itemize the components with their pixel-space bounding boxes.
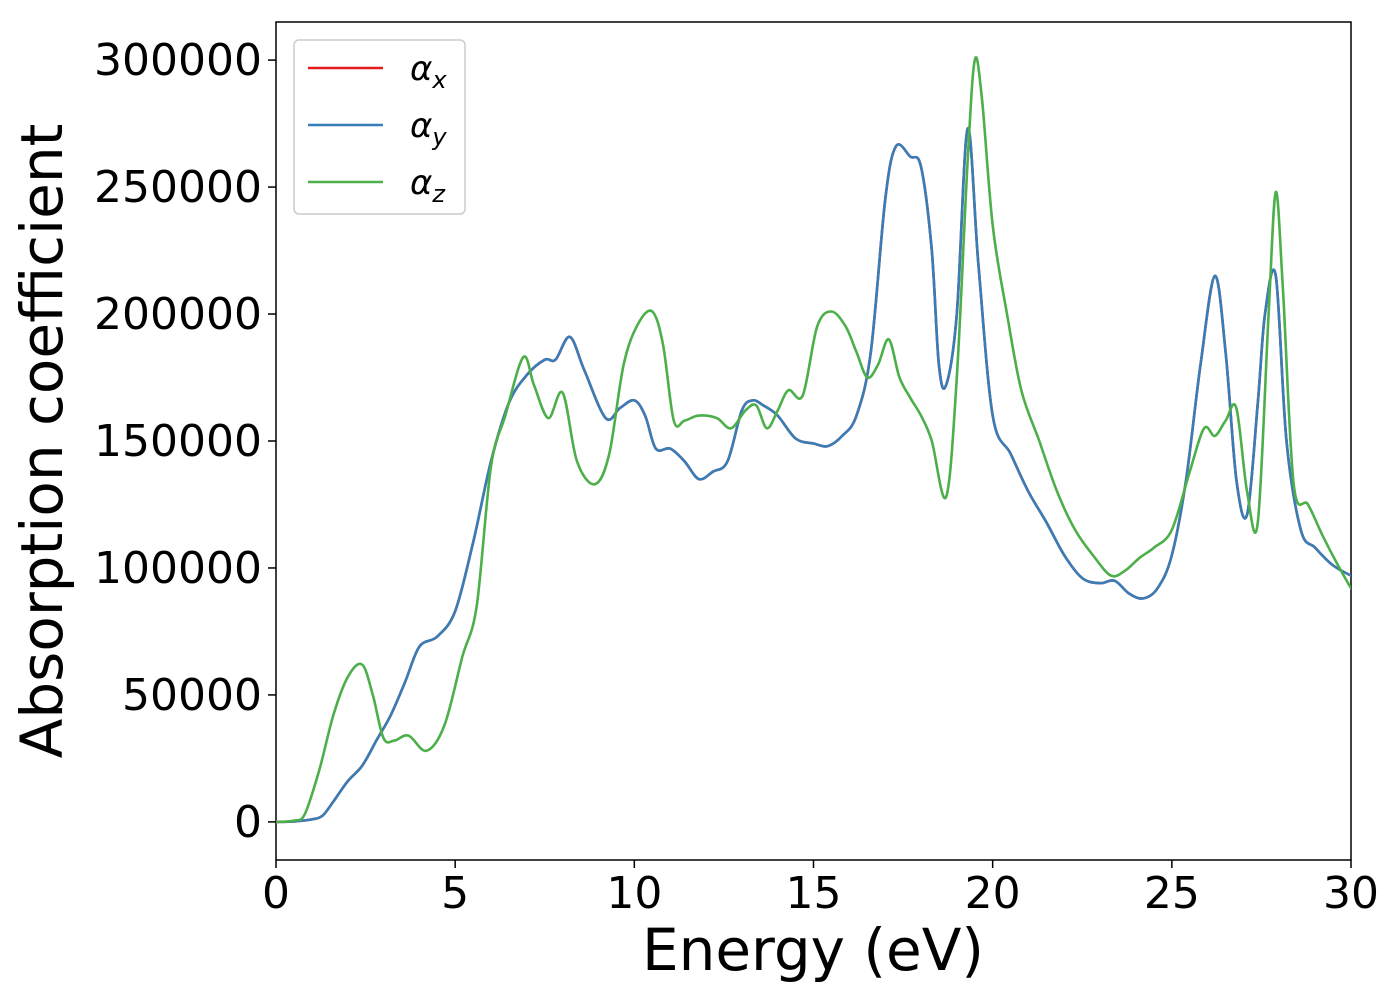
legend-label-base: α [410, 49, 432, 89]
y-axis-title: Absorption coefficient [8, 124, 76, 759]
y-tick-label: 100000 [94, 543, 262, 594]
legend-label-subscript: x [431, 66, 447, 94]
legend-label-x: αx [410, 49, 447, 94]
x-tick-label: 15 [786, 868, 842, 919]
legend-label-y: αy [410, 106, 447, 151]
legend-label-subscript: z [431, 180, 446, 208]
series-layer [276, 56, 1351, 824]
y-tick-label: 50000 [122, 670, 262, 721]
legend-label-z: αz [410, 163, 446, 208]
x-axis: 0 5 10 15 20 25 30 [262, 860, 1379, 919]
x-tick-label: 30 [1323, 868, 1379, 919]
legend-label-base: α [410, 106, 432, 146]
y-tick-label: 250000 [94, 162, 262, 213]
x-axis-title: Energy (eV) [642, 916, 984, 984]
y-tick-label: 150000 [94, 416, 262, 467]
y-tick-label: 200000 [94, 289, 262, 340]
series-line-y [276, 127, 1351, 824]
legend-label-subscript: y [431, 123, 447, 151]
series-line-z [276, 56, 1351, 824]
x-tick-label: 20 [965, 868, 1021, 919]
y-tick-label: 300000 [94, 35, 262, 86]
x-tick-label: 10 [606, 868, 662, 919]
x-tick-label: 0 [262, 868, 290, 919]
y-axis: 0 50000 100000 150000 200000 250000 300000 [94, 35, 276, 848]
x-tick-label: 25 [1144, 868, 1200, 919]
legend-label-base: α [410, 163, 432, 203]
legend-frame [293, 39, 466, 215]
y-tick-label: 0 [234, 797, 262, 848]
x-tick-label: 5 [441, 868, 469, 919]
